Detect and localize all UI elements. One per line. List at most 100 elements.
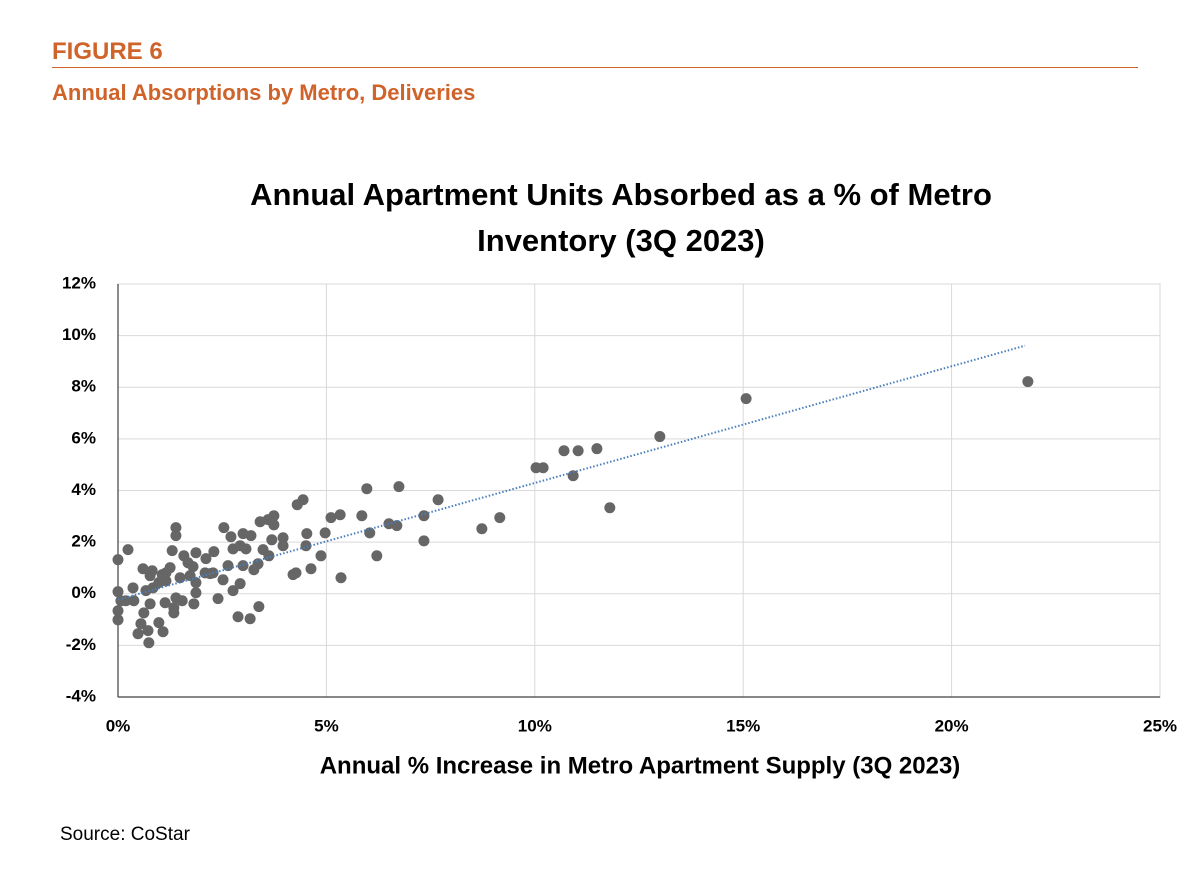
y-tick-label: -2%	[66, 635, 96, 654]
data-point	[218, 522, 230, 534]
y-tick-label: -4%	[66, 686, 96, 705]
data-point	[537, 462, 549, 474]
data-point	[305, 563, 317, 575]
data-point	[144, 598, 156, 610]
data-point	[301, 528, 313, 540]
data-point	[252, 558, 264, 570]
data-point	[476, 523, 488, 535]
y-tick-label: 6%	[71, 428, 96, 447]
data-point	[371, 550, 383, 562]
x-tick-label: 25%	[1143, 716, 1177, 735]
data-point	[432, 494, 444, 506]
data-point	[227, 585, 239, 597]
data-point	[153, 617, 165, 629]
data-point	[112, 554, 124, 566]
data-point	[170, 592, 182, 604]
x-tick-label: 20%	[935, 716, 969, 735]
data-point	[138, 607, 150, 619]
data-point	[356, 510, 368, 522]
data-point	[254, 516, 266, 528]
data-point	[168, 607, 180, 619]
data-point	[127, 582, 139, 594]
figure-subtitle: Annual Absorptions by Metro, Deliveries	[52, 80, 476, 105]
data-point	[591, 443, 603, 455]
data-point	[335, 572, 347, 584]
header-rule	[52, 67, 1138, 68]
y-tick-label: 0%	[71, 583, 96, 602]
data-point	[319, 527, 331, 539]
y-tick-label: 12%	[62, 273, 96, 292]
data-point	[159, 597, 171, 609]
data-point	[654, 431, 666, 443]
data-point	[157, 626, 169, 638]
data-point	[222, 560, 234, 572]
data-point	[208, 546, 220, 558]
data-point	[227, 543, 239, 555]
y-tick-label: 2%	[71, 532, 96, 551]
data-point	[244, 613, 256, 625]
data-point	[188, 598, 200, 610]
data-point	[132, 628, 144, 640]
data-point	[190, 587, 202, 599]
data-point	[245, 530, 257, 542]
data-point	[212, 593, 224, 605]
data-point	[140, 585, 152, 597]
data-point	[112, 586, 124, 598]
data-point	[115, 595, 127, 607]
data-point	[558, 445, 570, 457]
data-point	[143, 637, 155, 649]
data-point	[325, 512, 337, 524]
y-tick-label: 8%	[71, 377, 96, 396]
data-point	[300, 540, 312, 552]
data-point	[200, 553, 212, 565]
data-point	[291, 499, 303, 511]
y-tick-label: 4%	[71, 480, 96, 499]
data-point	[217, 574, 229, 586]
data-point	[418, 510, 430, 522]
data-point	[160, 575, 172, 587]
data-point	[1022, 376, 1034, 388]
data-point	[144, 570, 156, 582]
y-tick-label: 10%	[62, 325, 96, 344]
data-point	[174, 572, 186, 584]
data-point	[361, 483, 373, 495]
data-point	[494, 512, 506, 524]
data-point	[240, 543, 252, 555]
data-point	[234, 578, 246, 590]
data-point	[128, 595, 140, 607]
data-point	[112, 614, 124, 626]
data-point	[170, 522, 182, 534]
chart-title: Annual Apartment Units Absorbed as a % o…	[250, 177, 992, 258]
data-point	[137, 563, 149, 575]
data-point	[178, 550, 190, 562]
x-axis-label: Annual % Increase in Metro Apartment Sup…	[320, 752, 961, 779]
data-point	[572, 445, 584, 457]
figure-label: FIGURE 6	[52, 38, 163, 65]
data-point	[334, 509, 346, 521]
data-point	[135, 618, 147, 630]
data-point	[122, 544, 134, 556]
x-tick-label: 15%	[726, 716, 760, 735]
data-point	[287, 569, 299, 581]
data-point	[225, 531, 237, 543]
x-tick-label: 10%	[518, 716, 552, 735]
data-point	[277, 532, 289, 544]
source-note: Source: CoStar	[60, 824, 190, 845]
x-tick-label: 5%	[314, 716, 339, 735]
data-point	[253, 601, 265, 613]
data-point	[190, 547, 202, 559]
x-tick-label: 0%	[106, 716, 131, 735]
trendline	[117, 344, 1026, 601]
data-point	[166, 545, 178, 557]
data-point	[364, 527, 376, 539]
data-point	[393, 481, 405, 493]
data-point	[277, 540, 289, 552]
data-point	[112, 605, 124, 617]
data-point	[740, 393, 752, 405]
data-point	[170, 530, 182, 542]
data-point	[604, 502, 616, 514]
data-point	[315, 550, 327, 562]
data-point	[232, 611, 244, 623]
